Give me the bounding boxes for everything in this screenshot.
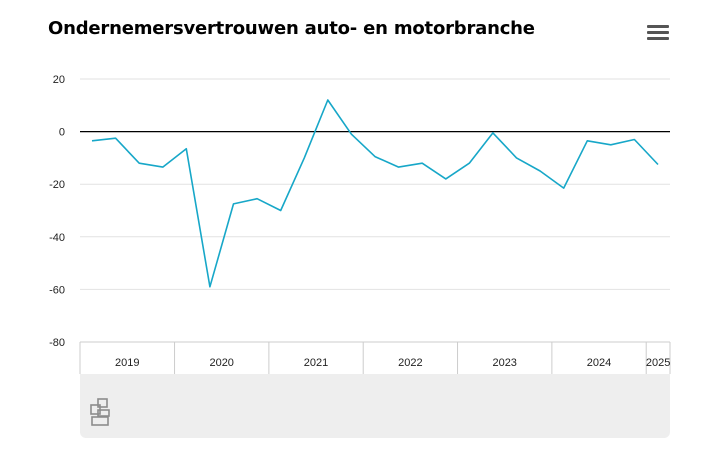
y-tick-label: -40 <box>49 232 65 244</box>
data-point[interactable] <box>372 154 378 160</box>
data-point[interactable] <box>113 135 119 141</box>
y-axis-ticks: 20 0 -20 -40 -60 -80 <box>49 74 65 349</box>
data-point[interactable] <box>655 161 661 167</box>
data-point[interactable] <box>396 164 402 170</box>
x-tick-label: 2025 <box>646 357 670 369</box>
x-tick-label: 2019 <box>115 357 139 369</box>
data-point[interactable] <box>631 136 637 142</box>
data-point[interactable] <box>561 185 567 191</box>
data-point[interactable] <box>301 155 307 161</box>
x-tick-label: 2023 <box>492 357 516 369</box>
data-point[interactable] <box>514 155 520 161</box>
data-point[interactable] <box>490 130 496 136</box>
data-point[interactable] <box>207 284 213 290</box>
data-point[interactable] <box>160 164 166 170</box>
line-chart: 20 0 -20 -40 -60 -80 2019 2020 2021 2022 2023 2024… <box>49 74 671 374</box>
data-point[interactable] <box>584 138 590 144</box>
series-layer <box>89 97 661 290</box>
y-tick-label: -80 <box>49 337 65 349</box>
y-tick-label: 0 <box>59 127 65 139</box>
data-point[interactable] <box>325 97 331 103</box>
cbs-logo-icon <box>90 398 110 426</box>
data-point[interactable] <box>136 160 142 166</box>
data-point[interactable] <box>89 138 95 144</box>
hamburger-menu-icon[interactable] <box>647 25 669 45</box>
data-point[interactable] <box>537 168 543 174</box>
data-point[interactable] <box>231 201 237 207</box>
data-point[interactable] <box>278 208 284 214</box>
series-line <box>91 99 659 288</box>
gridlines <box>80 78 670 343</box>
data-point[interactable] <box>254 196 260 202</box>
data-point[interactable] <box>443 176 449 182</box>
y-tick-label: -20 <box>49 179 65 191</box>
chart-footer <box>80 374 670 438</box>
data-point[interactable] <box>419 160 425 166</box>
x-tick-label: 2024 <box>587 357 611 369</box>
y-tick-label: -60 <box>49 284 65 296</box>
chart-title: Ondernemersvertrouwen auto- en motorbran… <box>48 18 535 39</box>
x-tick-label: 2022 <box>398 357 422 369</box>
y-tick-label: 20 <box>53 74 65 86</box>
data-point[interactable] <box>608 142 614 148</box>
data-point[interactable] <box>183 146 189 152</box>
x-tick-label: 2020 <box>209 357 233 369</box>
data-point[interactable] <box>348 131 354 137</box>
x-tick-label: 2021 <box>304 357 328 369</box>
data-point[interactable] <box>466 160 472 166</box>
x-axis: 2019 2020 2021 2022 2023 2024 2025 <box>79 341 671 374</box>
